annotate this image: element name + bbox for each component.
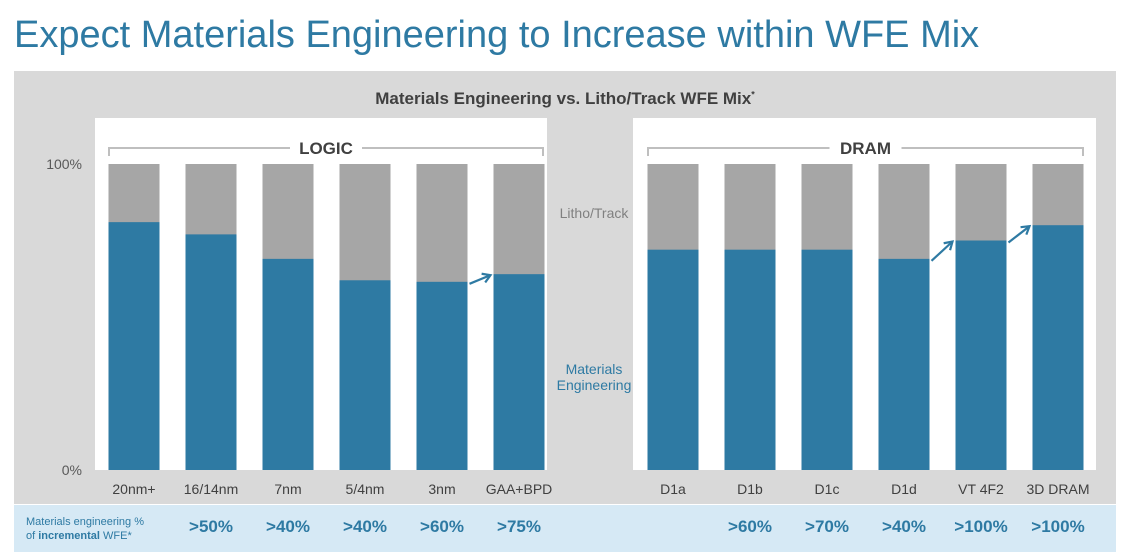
slide-title: Expect Materials Engineering to Increase… xyxy=(14,14,979,57)
bar-materials-engineering xyxy=(340,280,391,470)
incremental-wfe-value: >75% xyxy=(479,517,559,537)
incremental-label-bold: incremental xyxy=(38,530,100,542)
materials-series-label-line1: Materials xyxy=(566,361,623,377)
incremental-wfe-value: >40% xyxy=(248,517,328,537)
bar-materials-engineering xyxy=(263,259,314,470)
litho-track-series-label: Litho/Track xyxy=(560,205,630,221)
y-tick-label: 0% xyxy=(62,462,82,478)
incremental-wfe-value: >50% xyxy=(171,517,251,537)
incremental-wfe-value: >100% xyxy=(941,517,1021,537)
x-tick-label: 3D DRAM xyxy=(1026,481,1089,497)
incremental-wfe-row: Materials engineering % of incremental W… xyxy=(14,505,1116,552)
x-tick-label: 5/4nm xyxy=(346,481,385,497)
x-tick-label: 20nm+ xyxy=(112,481,155,497)
x-tick-label: 3nm xyxy=(428,481,455,497)
logic-plot-area xyxy=(95,118,547,470)
x-tick-label: 7nm xyxy=(274,481,301,497)
bar-materials-engineering xyxy=(186,234,237,470)
bar-materials-engineering xyxy=(725,250,776,470)
x-tick-label: GAA+BPD xyxy=(486,481,553,497)
bar-materials-engineering xyxy=(802,250,853,470)
bar-materials-engineering xyxy=(494,274,545,470)
dram-plot-area xyxy=(633,118,1096,470)
x-tick-label: D1c xyxy=(815,481,840,497)
incremental-wfe-value: >70% xyxy=(787,517,867,537)
bar-materials-engineering xyxy=(879,259,930,470)
incremental-label-line1: Materials engineering % xyxy=(26,516,144,528)
bar-materials-engineering xyxy=(1033,225,1084,470)
bar-materials-engineering xyxy=(417,282,468,470)
x-tick-label: D1d xyxy=(891,481,917,497)
incremental-wfe-value: >60% xyxy=(710,517,790,537)
chart-panel: Materials Engineering vs. Litho/Track WF… xyxy=(14,71,1116,504)
x-tick-label: 16/14nm xyxy=(184,481,238,497)
y-tick-label: 100% xyxy=(46,156,82,172)
bar-materials-engineering xyxy=(109,222,160,470)
stacked-bar-chart: 100% 0% LOGIC DRAM 20nm+ 16/14nm 7nm 5/4nm 3nm GA… xyxy=(14,71,1116,504)
incremental-label-prefix: of xyxy=(26,530,38,542)
incremental-label-suffix: WFE* xyxy=(100,530,132,542)
incremental-wfe-label: Materials engineering % of incremental W… xyxy=(26,515,144,543)
materials-series-label-line2: Engineering xyxy=(557,377,632,393)
dram-group-label: DRAM xyxy=(840,139,891,158)
bar-materials-engineering xyxy=(956,241,1007,471)
incremental-wfe-value: >100% xyxy=(1018,517,1098,537)
x-tick-label: D1a xyxy=(660,481,686,497)
bar-materials-engineering xyxy=(648,250,699,470)
incremental-wfe-value: >40% xyxy=(864,517,944,537)
x-tick-label: D1b xyxy=(737,481,763,497)
incremental-wfe-value: >40% xyxy=(325,517,405,537)
incremental-wfe-value: >60% xyxy=(402,517,482,537)
x-tick-label: VT 4F2 xyxy=(958,481,1004,497)
logic-group-label: LOGIC xyxy=(299,139,353,158)
